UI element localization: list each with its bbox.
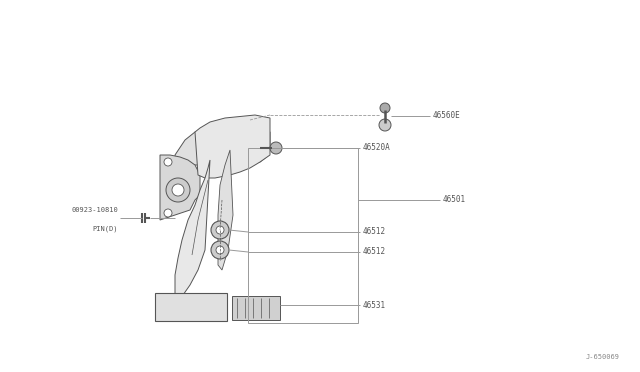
Text: 46501: 46501 — [443, 196, 466, 205]
Circle shape — [172, 184, 184, 196]
Circle shape — [216, 226, 224, 234]
Text: PIN(D): PIN(D) — [93, 225, 118, 231]
Circle shape — [380, 103, 390, 113]
Bar — [248, 148, 358, 323]
Text: 46512: 46512 — [363, 228, 386, 237]
Circle shape — [164, 209, 172, 217]
Polygon shape — [175, 160, 210, 298]
Bar — [232, 296, 280, 320]
Text: J-650069: J-650069 — [586, 354, 620, 360]
Polygon shape — [160, 155, 200, 220]
Circle shape — [270, 142, 282, 154]
Circle shape — [211, 221, 229, 239]
Circle shape — [216, 246, 224, 254]
Bar — [155, 293, 227, 321]
Text: 46560E: 46560E — [433, 112, 461, 121]
Text: 00923-10810: 00923-10810 — [71, 207, 118, 213]
Text: 46531: 46531 — [363, 301, 386, 310]
Circle shape — [164, 158, 172, 166]
Polygon shape — [175, 128, 270, 175]
Circle shape — [166, 178, 190, 202]
Circle shape — [379, 119, 391, 131]
Text: 46512: 46512 — [363, 247, 386, 257]
Polygon shape — [218, 150, 233, 270]
Text: 46520A: 46520A — [363, 144, 391, 153]
Polygon shape — [195, 115, 270, 178]
Circle shape — [211, 241, 229, 259]
